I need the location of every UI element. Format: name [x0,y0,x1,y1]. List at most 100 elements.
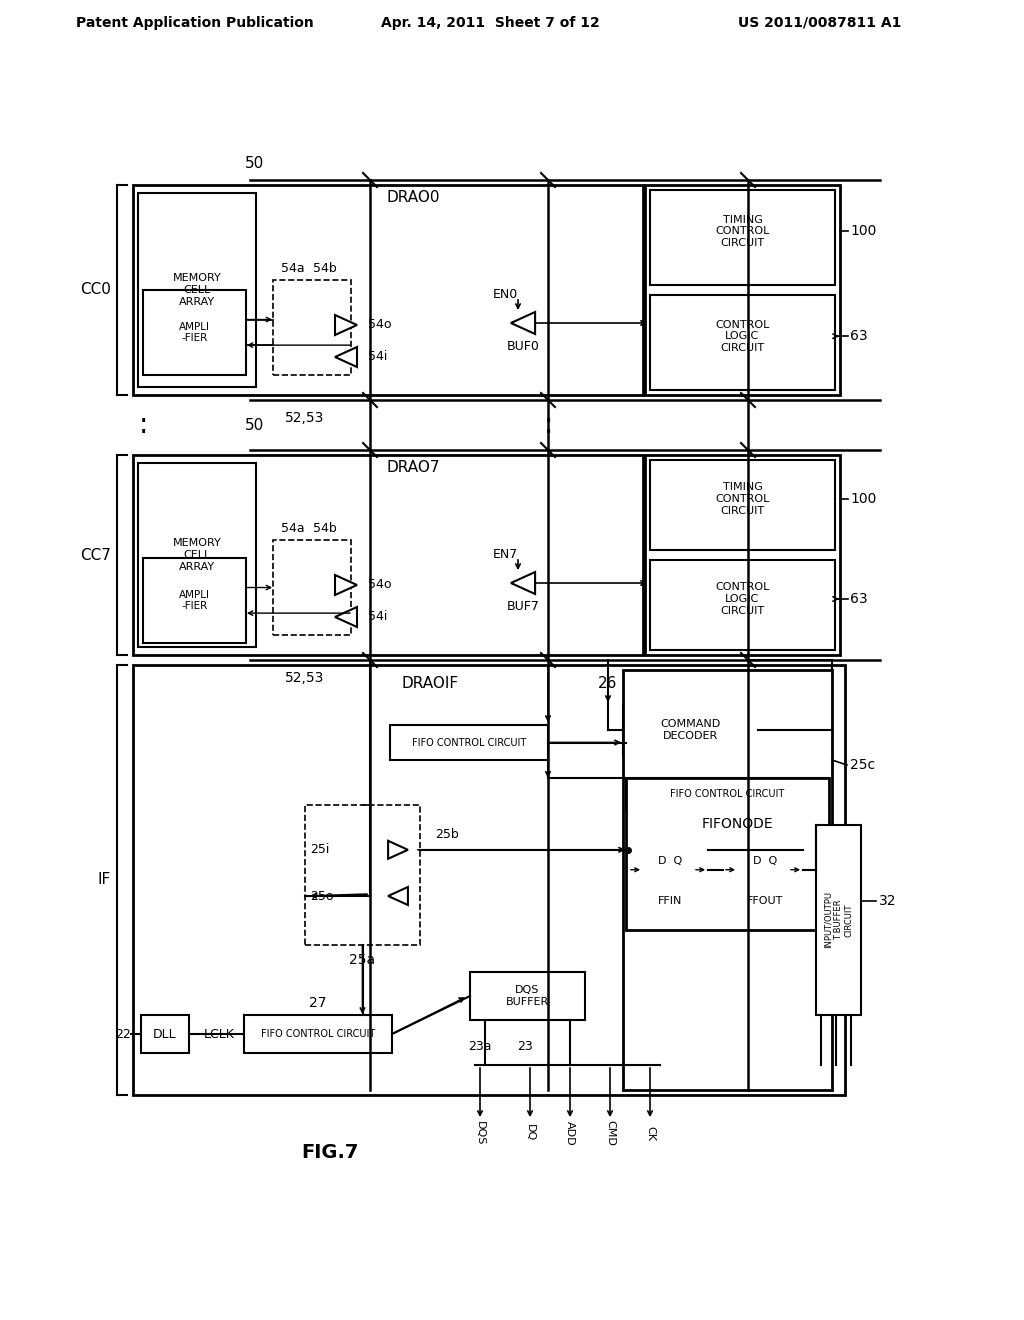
Text: 22: 22 [116,1027,131,1040]
Bar [645,185,840,395]
Text: IF: IF [97,873,111,887]
Text: 25c: 25c [850,758,876,772]
Text: COMMAND
DECODER: COMMAND DECODER [660,719,721,741]
Bar [650,190,835,285]
Polygon shape [511,572,536,594]
Bar [143,557,246,643]
Text: 54i: 54i [368,610,387,623]
Text: 23a: 23a [468,1040,492,1053]
Text: 52,53: 52,53 [286,671,325,685]
Text: TIMING
CONTROL
CIRCUIT: TIMING CONTROL CIRCUIT [716,482,770,516]
Text: D  Q: D Q [754,857,777,866]
Text: DRAO0: DRAO0 [387,190,440,205]
Text: CONTROL
LOGIC
CIRCUIT: CONTROL LOGIC CIRCUIT [716,319,770,352]
Text: 25a: 25a [349,953,376,968]
Text: AMPLI
-FIER: AMPLI -FIER [179,590,210,611]
Bar [626,777,829,931]
Bar [650,459,835,550]
Text: 25i: 25i [310,843,330,857]
Text: 54a: 54a [281,261,304,275]
Bar [623,705,758,755]
Bar [143,289,246,375]
Bar [628,840,713,925]
Text: ADD: ADD [565,1121,575,1146]
Bar [138,193,256,387]
Bar [650,294,835,389]
Text: FIFO CONTROL CIRCUIT: FIFO CONTROL CIRCUIT [261,1030,375,1039]
Text: FIG.7: FIG.7 [301,1143,358,1162]
Bar [133,665,845,1096]
Polygon shape [335,607,357,627]
Text: :: : [138,411,147,440]
Polygon shape [335,347,357,367]
Text: 32: 32 [879,894,896,908]
Text: AMPLI
-FIER: AMPLI -FIER [179,322,210,343]
Text: CC7: CC7 [80,548,111,562]
Text: DLL: DLL [154,1027,177,1040]
Text: EN7: EN7 [493,549,518,561]
Text: Apr. 14, 2011  Sheet 7 of 12: Apr. 14, 2011 Sheet 7 of 12 [381,16,599,30]
Text: 54o: 54o [368,578,391,591]
Text: FIFONODE: FIFONODE [701,817,773,832]
Bar [138,463,256,647]
Bar [470,972,585,1020]
Bar [650,560,835,649]
Text: FFOUT: FFOUT [748,896,783,907]
Text: BUF0: BUF0 [507,341,540,354]
Text: 25o: 25o [310,890,334,903]
Text: DQ: DQ [525,1125,535,1142]
Polygon shape [335,576,357,595]
Text: 100: 100 [850,492,877,506]
Bar [273,540,351,635]
Text: D  Q: D Q [658,857,683,866]
Text: Patent Application Publication: Patent Application Publication [76,16,314,30]
Bar [141,1015,189,1053]
Text: MEMORY
CELL
ARRAY: MEMORY CELL ARRAY [173,273,221,306]
Text: CC0: CC0 [80,282,111,297]
Polygon shape [388,841,408,859]
Text: 63: 63 [850,329,867,343]
Text: 26: 26 [598,676,617,690]
Bar [244,1015,392,1053]
Text: MEMORY
CELL
ARRAY: MEMORY CELL ARRAY [173,539,221,572]
Text: 25b: 25b [435,829,459,841]
Text: BUF7: BUF7 [507,601,540,614]
Text: LCLK: LCLK [204,1027,234,1040]
Bar [133,455,643,655]
Text: DQS
BUFFER: DQS BUFFER [506,985,549,1007]
Text: 54b: 54b [313,261,337,275]
Text: 63: 63 [850,591,867,606]
Text: 50: 50 [246,157,264,172]
Text: CMD: CMD [605,1121,615,1146]
Text: FIFO CONTROL CIRCUIT: FIFO CONTROL CIRCUIT [671,789,784,799]
Bar [273,280,351,375]
Text: FIFO CONTROL CIRCUIT: FIFO CONTROL CIRCUIT [412,738,526,747]
Bar [305,805,420,945]
Polygon shape [335,315,357,335]
Bar [626,777,829,810]
Bar [133,185,643,395]
Text: 54i: 54i [368,351,387,363]
Text: :: : [544,411,553,440]
Text: 54o: 54o [368,318,391,331]
Text: 54b: 54b [313,521,337,535]
Text: 50: 50 [246,417,264,433]
Text: TIMING
CONTROL
CIRCUIT: TIMING CONTROL CIRCUIT [716,215,770,248]
Text: CK: CK [645,1126,655,1140]
Text: DRAOIF: DRAOIF [401,676,459,690]
Text: 52,53: 52,53 [286,411,325,425]
Text: CONTROL
LOGIC
CIRCUIT: CONTROL LOGIC CIRCUIT [716,582,770,615]
Polygon shape [511,312,536,334]
Bar [645,455,840,655]
Text: US 2011/0087811 A1: US 2011/0087811 A1 [738,16,902,30]
Polygon shape [388,887,408,906]
Text: FFIN: FFIN [658,896,683,907]
Text: DRAO7: DRAO7 [387,459,440,474]
Bar [816,825,861,1015]
Text: INPUT/OUTPU
T BUFFER
CIRCUIT: INPUT/OUTPU T BUFFER CIRCUIT [823,891,853,949]
Bar [623,671,831,1090]
Text: DQS: DQS [475,1121,485,1146]
Text: EN0: EN0 [493,289,518,301]
Bar [723,840,808,925]
Text: 54a: 54a [281,521,304,535]
